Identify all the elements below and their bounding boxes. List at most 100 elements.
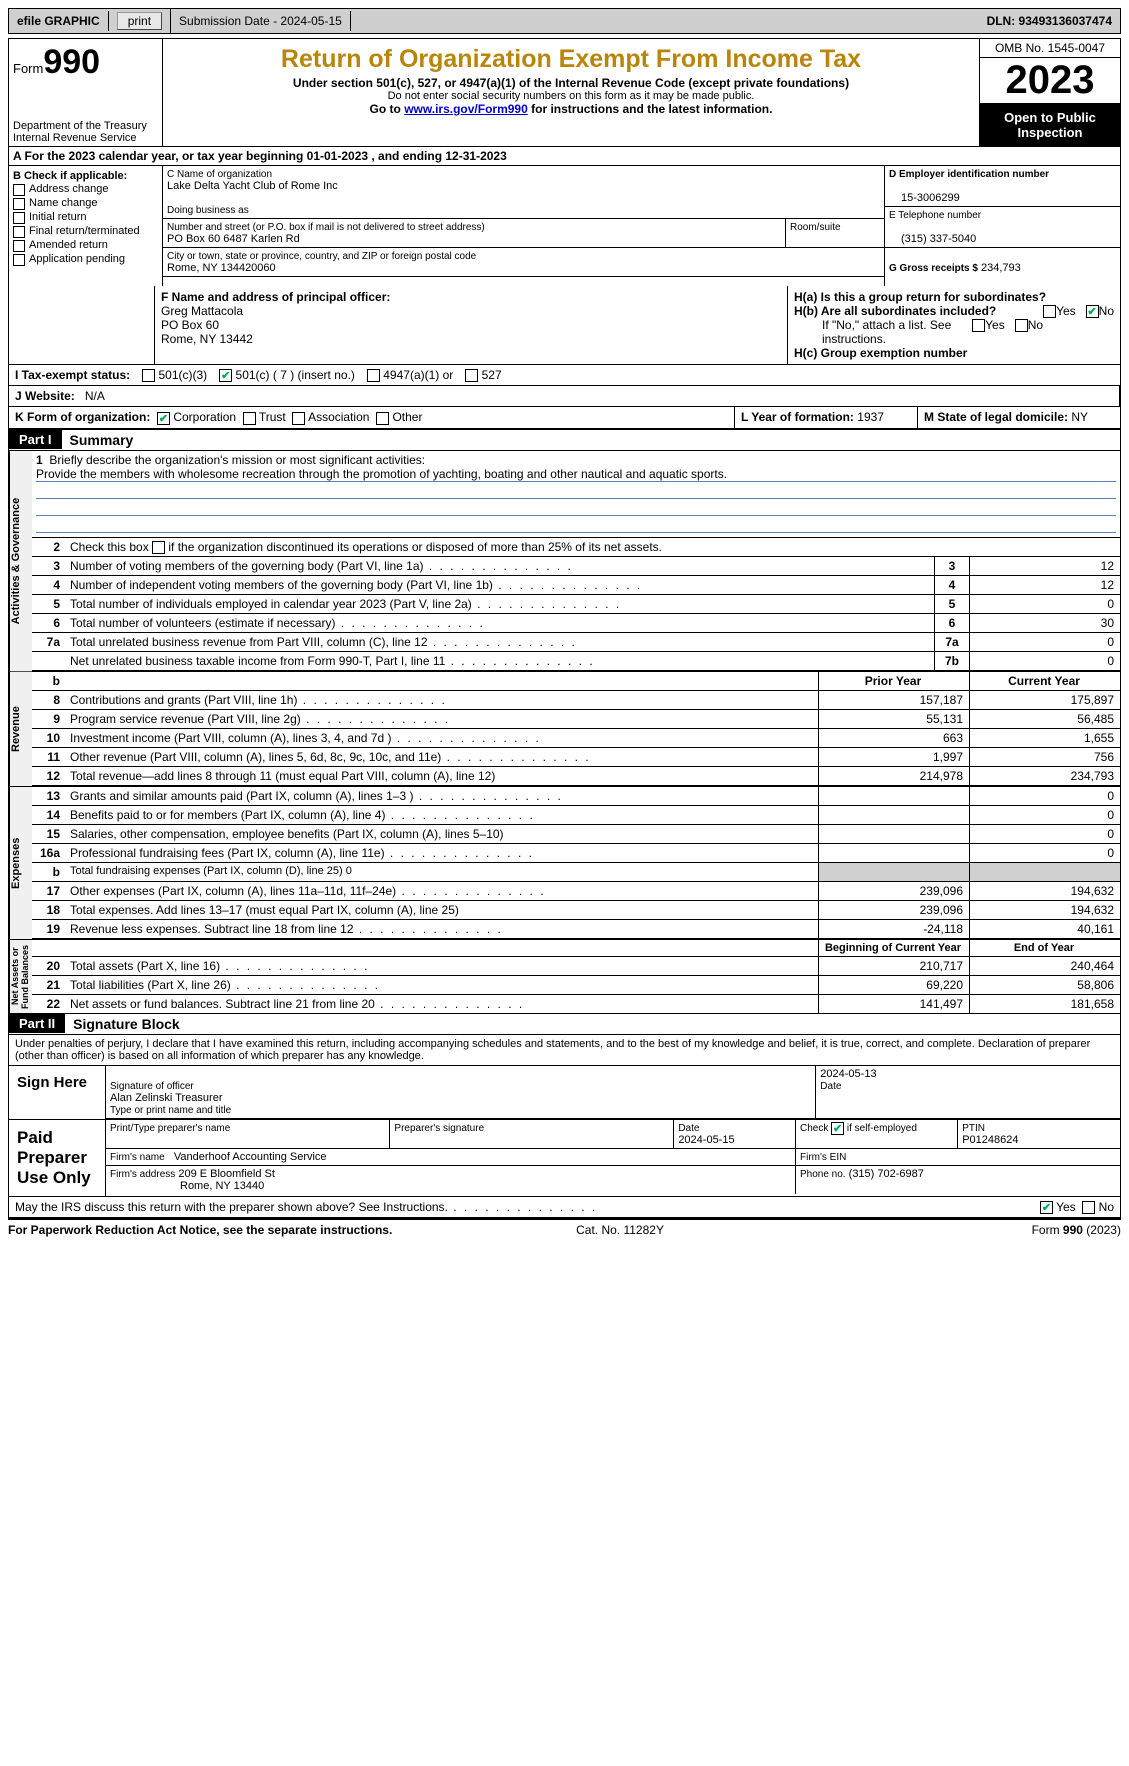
sig-date-cell: 2024-05-13Date <box>816 1066 1120 1119</box>
e17-t: Other expenses (Part IX, column (A), lin… <box>66 881 819 900</box>
fein-lbl: Firm's EIN <box>800 1152 846 1163</box>
e13-p <box>819 787 970 806</box>
k-other[interactable] <box>376 412 389 425</box>
e17-p: 239,096 <box>819 881 970 900</box>
i-o1: 501(c)(3) <box>159 368 208 382</box>
eb-p <box>819 862 970 881</box>
psig-cell: Preparer's signature <box>390 1120 674 1149</box>
ha-row: H(a) Is this a group return for subordin… <box>794 290 1114 304</box>
pname-cell: Print/Type preparer's name <box>106 1120 390 1149</box>
q5-v: 0 <box>970 594 1121 613</box>
q1-text: Provide the members with wholesome recre… <box>36 467 1116 482</box>
addr-val: PO Box 60 6487 Karlen Rd <box>167 233 300 245</box>
paid-preparer-block: Paid Preparer Use Only Print/Type prepar… <box>8 1120 1121 1197</box>
submission-date: Submission Date - 2024-05-15 <box>171 11 351 31</box>
q7b-t: Net unrelated business taxable income fr… <box>66 651 935 670</box>
hb-note: If "No," attach a list. See instructions… <box>794 318 1114 346</box>
fein-cell: Firm's EIN <box>795 1148 1120 1165</box>
irs-link[interactable]: www.irs.gov/Form990 <box>404 102 528 116</box>
k-trust[interactable] <box>243 412 256 425</box>
paid-table: Print/Type preparer's name Preparer's si… <box>106 1120 1120 1194</box>
ha-yes[interactable] <box>1043 305 1056 318</box>
discuss-yes[interactable] <box>1040 1201 1053 1214</box>
k-o4: Other <box>392 410 422 424</box>
e16a-c: 0 <box>970 843 1121 862</box>
form-990-label: Form990 <box>13 43 158 82</box>
l-val: 1937 <box>857 410 884 424</box>
n22-c: 181,658 <box>970 994 1121 1013</box>
addr-row: Number and street (or P.O. box if mail i… <box>163 219 884 248</box>
q2-check[interactable] <box>152 541 165 554</box>
self-employed-check[interactable] <box>831 1122 844 1135</box>
netassets-section: Net Assets or Fund Balances Beginning of… <box>8 939 1121 1014</box>
e19-c: 40,161 <box>970 919 1121 938</box>
tel-cell: E Telephone number(315) 337-5040 <box>885 207 1120 248</box>
org-name-lbl: C Name of organization <box>167 169 272 180</box>
footer-l: For Paperwork Reduction Act Notice, see … <box>8 1223 392 1237</box>
gross-cell: G Gross receipts $ 234,793 <box>885 248 1120 286</box>
subtitle-1: Under section 501(c), 527, or 4947(a)(1)… <box>169 76 973 90</box>
m-lbl: M State of legal domicile: <box>924 410 1068 424</box>
i-501c[interactable] <box>219 369 232 382</box>
l-lbl: L Year of formation: <box>741 410 854 424</box>
check-initial-return[interactable] <box>13 212 25 224</box>
spacer <box>351 18 979 24</box>
f-addr2: Rome, NY 13442 <box>161 332 253 346</box>
form-title: Return of Organization Exempt From Incom… <box>169 45 973 74</box>
hb-no[interactable] <box>1015 319 1028 332</box>
faddr-lbl: Firm's address <box>110 1169 175 1180</box>
j-lbl: J Website: <box>15 389 75 403</box>
h-block: H(a) Is this a group return for subordin… <box>788 286 1120 364</box>
discuss-yes-lbl: Yes <box>1056 1200 1076 1214</box>
dept-treasury: Department of the Treasury Internal Reve… <box>13 120 147 144</box>
cd-left: C Name of organizationLake Delta Yacht C… <box>163 166 885 286</box>
check-application-pending[interactable] <box>13 254 25 266</box>
blank-line <box>36 518 1116 533</box>
spacer-b <box>9 286 155 364</box>
pdate-cell: Date2024-05-15 <box>674 1120 796 1149</box>
sign-here-label: Sign Here <box>9 1066 106 1119</box>
print-button[interactable]: print <box>117 12 162 30</box>
phone-cell: Phone no. (315) 702-6987 <box>795 1165 1120 1194</box>
check-name-change[interactable] <box>13 198 25 210</box>
i-o3: 4947(a)(1) or <box>383 368 453 382</box>
e13-c: 0 <box>970 787 1121 806</box>
room-cell: Room/suite <box>786 219 884 247</box>
revenue-section: Revenue bPrior YearCurrent Year 8Contrib… <box>8 671 1121 786</box>
yes-lbl2: Yes <box>985 318 1005 332</box>
goto-line: Go to www.irs.gov/Form990 for instructio… <box>169 102 973 116</box>
eb-c <box>970 862 1121 881</box>
ha-no[interactable] <box>1086 305 1099 318</box>
discuss-no[interactable] <box>1082 1201 1095 1214</box>
i-501c3[interactable] <box>142 369 155 382</box>
no-lbl2: No <box>1028 318 1043 332</box>
check-final-return[interactable] <box>13 226 25 238</box>
r10-p: 663 <box>819 728 970 747</box>
k-corp[interactable] <box>157 412 170 425</box>
sig-name-lbl: Type or print name and title <box>110 1105 231 1116</box>
k-assoc[interactable] <box>292 412 305 425</box>
hb-yes[interactable] <box>972 319 985 332</box>
r10-t: Investment income (Part VIII, column (A)… <box>66 728 819 747</box>
f-lbl: F Name and address of principal officer: <box>161 290 390 304</box>
sign-here-block: Sign Here Signature of officerAlan Zelin… <box>8 1066 1121 1120</box>
check-amended-return[interactable] <box>13 240 25 252</box>
check-address-change[interactable] <box>13 184 25 196</box>
psig-lbl: Preparer's signature <box>394 1123 484 1134</box>
n22-p: 141,497 <box>819 994 970 1013</box>
r8-c: 175,897 <box>970 690 1121 709</box>
r11-t: Other revenue (Part VIII, column (A), li… <box>66 747 819 766</box>
ptin-val: P01248624 <box>962 1134 1018 1146</box>
i-527[interactable] <box>465 369 478 382</box>
eb-t: Total fundraising expenses (Part IX, col… <box>66 862 819 881</box>
e16a-t: Professional fundraising fees (Part IX, … <box>66 843 819 862</box>
i-4947[interactable] <box>367 369 380 382</box>
footer-r: Form 990 (2023) <box>1032 1223 1121 1237</box>
sig-name: Alan Zelinski Treasurer <box>110 1092 223 1104</box>
q4-v: 12 <box>970 575 1121 594</box>
goto-post: for instructions and the latest informat… <box>528 102 773 116</box>
ein-lbl: D Employer identification number <box>889 169 1049 180</box>
sig-officer-cell: Signature of officerAlan Zelinski Treasu… <box>106 1066 816 1119</box>
i-o4: 527 <box>482 368 502 382</box>
sig-date: 2024-05-13 <box>820 1068 876 1080</box>
